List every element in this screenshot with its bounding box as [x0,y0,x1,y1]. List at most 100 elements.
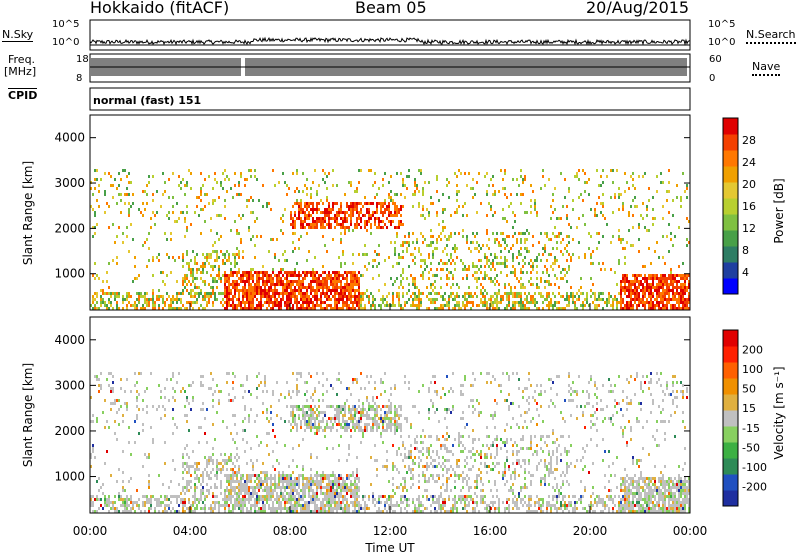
heat-cell [296,169,298,172]
heat-cell [212,244,214,247]
heat-cell [418,292,420,295]
heat-cell [596,247,598,250]
heat-cell [126,304,128,307]
heat-cell [348,205,350,208]
heat-cell [292,495,294,498]
heat-cell [294,405,296,408]
heat-cell [546,292,548,295]
heat-cell [290,292,292,295]
heat-cell [300,274,302,277]
heat-cell [542,295,544,298]
heat-cell [164,510,166,513]
heat-cell [680,286,682,289]
heat-cell [482,304,484,307]
heat-cell [680,307,682,310]
heat-cell [642,175,644,178]
heat-cell [338,292,340,295]
heat-cell [584,223,586,226]
heat-cell [406,301,408,304]
heat-cell [610,268,612,271]
heat-cell [344,232,346,235]
heat-cell [302,504,304,507]
heat-cell [598,184,600,187]
heat-cell [670,298,672,301]
heat-cell [154,301,156,304]
heat-cell [450,292,452,295]
heat-cell [500,250,502,253]
heat-cell [338,211,340,214]
heat-cell [236,453,238,456]
heat-cell [294,298,296,301]
heat-cell [246,486,248,489]
heat-cell [432,283,434,286]
heat-cell [194,510,196,513]
heat-cell [372,211,374,214]
heat-cell [300,289,302,292]
heat-cell [364,223,366,226]
heat-cell [296,217,298,220]
heat-cell [652,307,654,310]
heat-cell [552,232,554,235]
heat-cell [160,205,162,208]
heat-cell [252,474,254,477]
heat-cell [310,417,312,420]
heat-cell [334,271,336,274]
heat-cell [194,471,196,474]
heat-cell [226,298,228,301]
heat-cell [274,435,276,438]
heat-cell [614,298,616,301]
heat-cell [172,295,174,298]
heat-cell [184,217,186,220]
heat-cell [390,220,392,223]
heat-cell [300,292,302,295]
heat-cell [200,498,202,501]
heat-cell [260,495,262,498]
heat-cell [496,295,498,298]
heat-cell [278,507,280,510]
heat-cell [228,477,230,480]
heat-cell [314,426,316,429]
heat-cell [260,286,262,289]
heat-cell [536,256,538,259]
heat-cell [322,292,324,295]
heat-cell [638,301,640,304]
heat-cell [564,298,566,301]
heat-cell [252,199,254,202]
heat-cell [112,292,114,295]
heat-cell [350,211,352,214]
heat-cell [212,459,214,462]
heat-cell [328,501,330,504]
heat-cell [664,274,666,277]
heat-cell [250,480,252,483]
heat-cell [660,172,662,175]
heat-cell [268,280,270,283]
heat-cell [284,277,286,280]
heat-cell [588,178,590,181]
heat-cell [98,390,100,393]
heat-cell [244,495,246,498]
heat-cell [266,477,268,480]
heat-cell [232,301,234,304]
heat-cell [558,301,560,304]
heat-cell [206,259,208,262]
heat-cell [474,277,476,280]
heat-cell [326,489,328,492]
heat-cell [230,298,232,301]
heat-cell [658,289,660,292]
heat-cell [442,220,444,223]
heat-cell [478,268,480,271]
heat-cell [332,307,334,310]
heat-cell [518,292,520,295]
heat-cell [298,205,300,208]
heat-cell [266,202,268,205]
heat-cell [340,223,342,226]
heat-cell [336,304,338,307]
heat-cell [154,214,156,217]
heat-cell [194,477,196,480]
heat-cell [566,304,568,307]
heat-cell [354,274,356,277]
heat-cell [268,420,270,423]
heat-cell [402,295,404,298]
heat-cell [366,220,368,223]
heat-cell [378,220,380,223]
